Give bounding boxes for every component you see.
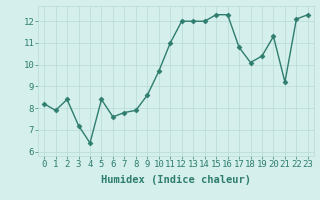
X-axis label: Humidex (Indice chaleur): Humidex (Indice chaleur) <box>101 175 251 185</box>
